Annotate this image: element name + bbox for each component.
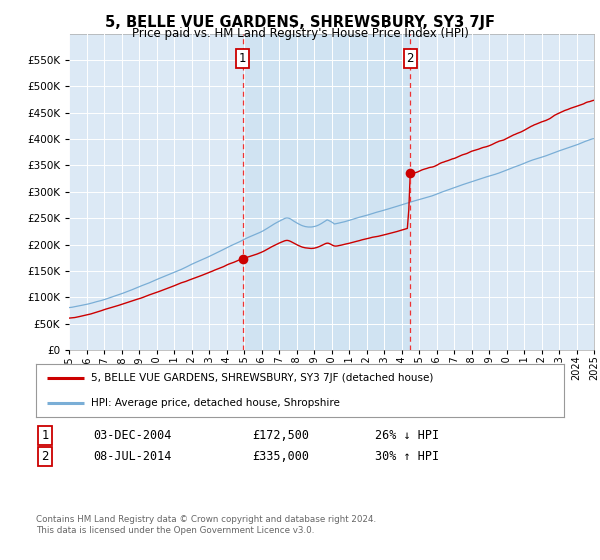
Text: Price paid vs. HM Land Registry's House Price Index (HPI): Price paid vs. HM Land Registry's House … [131,27,469,40]
Text: 30% ↑ HPI: 30% ↑ HPI [375,450,439,463]
Text: 03-DEC-2004: 03-DEC-2004 [93,429,172,442]
Text: £335,000: £335,000 [252,450,309,463]
Text: 08-JUL-2014: 08-JUL-2014 [93,450,172,463]
Text: 26% ↓ HPI: 26% ↓ HPI [375,429,439,442]
Text: £172,500: £172,500 [252,429,309,442]
Text: 1: 1 [41,429,49,442]
Text: 5, BELLE VUE GARDENS, SHREWSBURY, SY3 7JF: 5, BELLE VUE GARDENS, SHREWSBURY, SY3 7J… [105,15,495,30]
Text: 1: 1 [239,53,247,66]
Text: 5, BELLE VUE GARDENS, SHREWSBURY, SY3 7JF (detached house): 5, BELLE VUE GARDENS, SHREWSBURY, SY3 7J… [91,374,434,384]
Bar [242,34,410,350]
Text: HPI: Average price, detached house, Shropshire: HPI: Average price, detached house, Shro… [91,398,340,408]
Text: Contains HM Land Registry data © Crown copyright and database right 2024.
This d: Contains HM Land Registry data © Crown c… [36,515,376,535]
Text: 2: 2 [41,450,49,463]
Text: 2: 2 [407,53,414,66]
